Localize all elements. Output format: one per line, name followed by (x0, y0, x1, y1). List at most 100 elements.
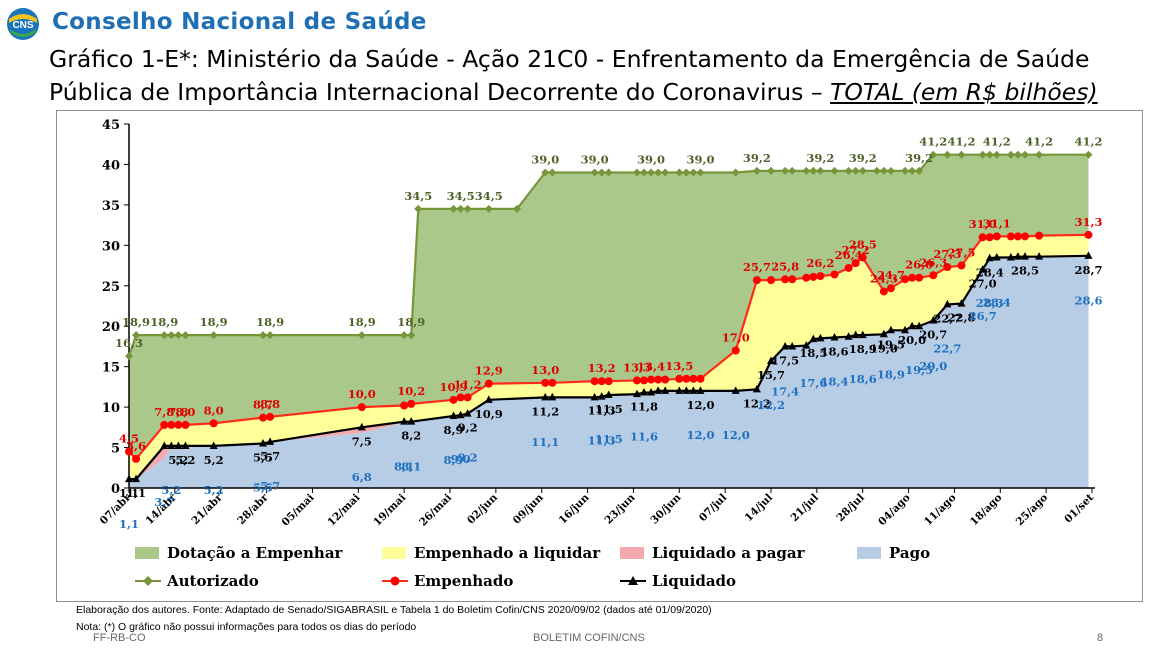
autorizado-point (851, 166, 860, 175)
liquidado-point (357, 422, 366, 431)
empenhado-point (802, 273, 811, 282)
y-tick-label: 5 (111, 442, 120, 457)
empenhado-point (929, 271, 938, 280)
liquidado-point (844, 332, 853, 340)
empenhado-point (851, 259, 860, 268)
liquidado-data-label: 11,3 (588, 404, 616, 418)
autorizado-data-label: 18,9 (348, 315, 376, 329)
liquidado-point (696, 386, 705, 394)
autorizado-data-label: 18,9 (256, 315, 284, 329)
autorizado-point (484, 204, 493, 213)
autorizado-point (1035, 150, 1044, 159)
empenhado-data-label: 31,3 (1074, 215, 1102, 229)
liquidado-point (802, 341, 811, 349)
empenhado-data-label: 13,2 (588, 361, 616, 375)
footer-left: FF-RB-CO (93, 632, 146, 644)
liquidado-point (858, 330, 867, 339)
empenhado-point (400, 401, 409, 410)
x-tick-label: 26/mai (417, 492, 454, 529)
liquidado-data-label: 15,7 (757, 368, 785, 382)
chart-title-line1: Gráfico 1-E*: Ministério da Saúde - Ação… (49, 45, 1090, 73)
autorizado-data-label: 34,5 (404, 189, 432, 203)
empenhado-point (548, 378, 557, 387)
liquidado-point (978, 265, 987, 273)
autorizado-point (1020, 150, 1029, 159)
liquidado-point (851, 330, 860, 339)
empenhado-point (731, 346, 740, 355)
empenhado-point (125, 447, 133, 456)
liquidado-point (541, 392, 550, 401)
pago-data-label: 5,7 (260, 479, 280, 493)
liquidado-point (731, 386, 740, 394)
liquidado-point (689, 386, 698, 394)
liquidado-point (160, 441, 169, 449)
pago-data-label: 11,3 (588, 434, 616, 448)
autorizado-point (872, 166, 881, 175)
liquidado-data-label: 12,2 (743, 396, 771, 410)
autorizado-data-label: 16,3 (115, 336, 143, 350)
empenhado-point (682, 374, 691, 383)
legend-label: Empenhado a liquidar (414, 544, 601, 562)
legend-marker (628, 576, 638, 585)
x-tick-label: 21/jul (789, 492, 821, 524)
liquidado-point (957, 299, 966, 307)
empenhado-point (1020, 232, 1029, 241)
empenhado-data-label: 26,2 (806, 256, 834, 270)
empenhado-data-label: 8,7 (253, 398, 273, 412)
empenhado-data-label: 13,3 (623, 360, 651, 374)
empenhado-point (1084, 230, 1093, 239)
autorizado-point (590, 168, 599, 177)
liquidado-point (449, 411, 458, 420)
liquidado-point (407, 417, 416, 425)
empenhado-point (407, 399, 416, 408)
area-dotacao-a-empenhar (129, 154, 1089, 459)
liquidado-point (259, 439, 268, 447)
autorizado-point (844, 166, 853, 175)
autorizado-point (597, 168, 606, 177)
autorizado-point (992, 150, 1001, 159)
liquidado-data-label: 19,0 (870, 341, 898, 355)
autorizado-data-label: 18,9 (200, 315, 228, 329)
empenhado-data-label: 31,1 (983, 216, 1011, 230)
liquidado-point (597, 392, 606, 400)
empenhado-point (816, 272, 825, 281)
autorizado-point (632, 168, 641, 177)
pago-data-label: 5,5 (253, 481, 273, 495)
liquidado-point (181, 441, 190, 449)
empenhado-point (901, 275, 910, 284)
y-tick-label: 15 (102, 361, 120, 376)
empenhado-point (174, 420, 183, 429)
liquidado-data-label: 5,7 (260, 449, 280, 463)
x-tick-label: 12/mai (325, 492, 362, 529)
legend-label: Liquidado (652, 572, 736, 590)
cns-logo-icon: CNS (7, 8, 39, 40)
pago-data-label: 11,6 (630, 430, 658, 444)
liquidado-data-label: 9,2 (458, 421, 478, 435)
autorizado-point (456, 204, 465, 213)
liquidado-data-label: 11,5 (595, 402, 623, 416)
autorizado-point (767, 166, 775, 175)
liquidado-point (1035, 252, 1044, 260)
autorizado-point (407, 331, 416, 340)
empenhado-point (943, 263, 952, 272)
x-tick-label: 01/set (1062, 492, 1096, 526)
y-tick-label: 45 (102, 118, 120, 133)
autorizado-data-label: 41,2 (919, 135, 947, 149)
autorizado-data-label: 39,0 (581, 153, 609, 167)
liquidado-data-label: 11,8 (630, 400, 658, 414)
autorizado-point (731, 168, 740, 177)
autorizado-data-label: 39,0 (531, 153, 559, 167)
liquidado-point (209, 441, 218, 449)
x-tick-label: 11/ago (922, 492, 958, 528)
liquidado-point (548, 392, 557, 401)
autorizado-point (830, 166, 839, 175)
chart-title-total: TOTAL (em R$ bilhões) (830, 78, 1098, 106)
empenhado-point (167, 420, 176, 429)
pago-data-label: 20,0 (919, 359, 947, 373)
liquidado-point (647, 388, 656, 396)
liquidado-point (654, 386, 663, 394)
empenhado-data-label: 10,9 (440, 380, 468, 394)
liquidado-point (1084, 251, 1093, 259)
empenhado-data-label: 31,0 (969, 217, 997, 231)
empenhado-point (696, 374, 705, 383)
